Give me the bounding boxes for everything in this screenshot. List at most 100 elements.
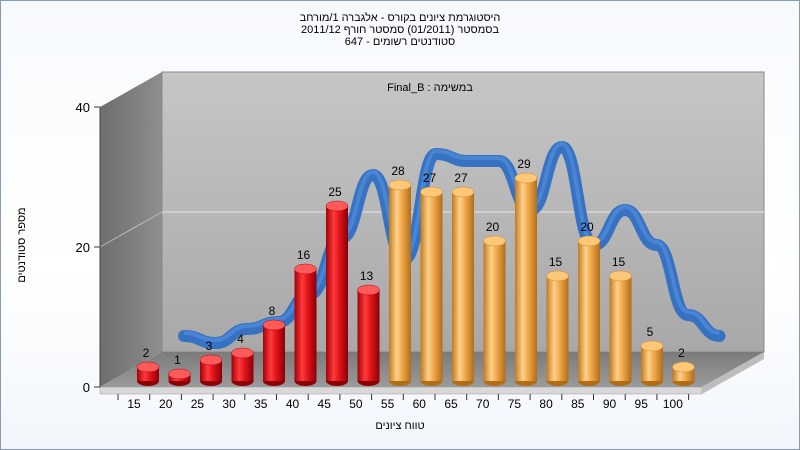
- x-axis: 15 20 25 30 35 40 45 50 55 60 65 70 75 80 85 90 95 100: [117, 394, 690, 411]
- bar-top: [262, 319, 286, 331]
- x-tick-label: 70: [476, 397, 490, 411]
- bar: [325, 200, 349, 386]
- x-tick-label: 20: [159, 397, 173, 411]
- bar-body: [483, 241, 506, 381]
- bar-top: [136, 361, 160, 373]
- x-tick-label: 30: [222, 397, 236, 411]
- x-tick-label: 55: [381, 397, 395, 411]
- bar: [609, 270, 632, 386]
- x-tick-label: 65: [444, 397, 458, 411]
- bar: [294, 263, 317, 386]
- bar: [672, 361, 695, 386]
- bar: [262, 319, 286, 386]
- bar-top: [609, 270, 632, 282]
- bar-top: [546, 270, 569, 282]
- x-tick-label: 50: [349, 397, 363, 411]
- bar-body: [515, 178, 537, 381]
- bar-body: [294, 269, 317, 381]
- data-label: 4: [237, 332, 244, 346]
- x-tick-label: 15: [127, 397, 141, 411]
- data-label: 29: [517, 157, 531, 171]
- x-tick-label: 90: [603, 397, 617, 411]
- bar: [640, 340, 664, 386]
- x-axis-label: טווח ציונים: [375, 420, 425, 432]
- floor-front-edge: [99, 386, 703, 395]
- trend-line-highlight: [183, 141, 720, 343]
- trend-ribbon: [178, 141, 726, 349]
- bar-top: [420, 186, 443, 198]
- x-tick-label: 95: [635, 397, 649, 411]
- bar: [199, 354, 223, 386]
- bar-top: [294, 263, 317, 275]
- data-label: 15: [612, 255, 626, 269]
- data-label: 27: [423, 171, 437, 185]
- data-label: 8: [269, 304, 276, 318]
- bar-body: [546, 276, 569, 381]
- data-label: 25: [328, 185, 342, 199]
- bar: [136, 361, 160, 386]
- x-tick-label: 85: [571, 397, 585, 411]
- floor-right-edge: [702, 352, 764, 394]
- x-tick-label: 80: [539, 397, 553, 411]
- bar-body: [641, 346, 663, 381]
- bar-top: [451, 186, 475, 198]
- y-tick-label: 40: [76, 100, 90, 115]
- bar-top: [514, 172, 538, 184]
- bar: [451, 186, 475, 386]
- bar-body: [357, 290, 380, 381]
- bar: [514, 172, 538, 386]
- y-tick-label: 20: [76, 240, 90, 255]
- bar: [483, 235, 506, 386]
- gridline-side: [99, 211, 163, 248]
- chart-title-line-3: 647 - סטודנטים רשומים: [344, 36, 456, 48]
- x-tick-label: 40: [286, 397, 300, 411]
- data-label: 1: [174, 353, 181, 367]
- bar-body: [420, 192, 443, 381]
- y-axis: 0 20 40: [76, 100, 101, 395]
- bar-body: [200, 360, 222, 381]
- bar: [420, 186, 443, 386]
- bar-top: [483, 235, 506, 247]
- bar-top: [231, 347, 254, 359]
- bar-top: [388, 179, 412, 191]
- bar: [168, 368, 191, 386]
- bar-top: [325, 200, 349, 212]
- bar-body: [578, 241, 600, 381]
- x-tick-label: 60: [413, 397, 427, 411]
- bar: [357, 284, 380, 386]
- chart-title-line-2: בסמסטר (01/2011) סמסטר חורף 2011/12: [300, 24, 500, 36]
- bar-top: [672, 361, 695, 373]
- y-tick-label: 0: [83, 380, 90, 395]
- data-label: 2: [143, 346, 150, 360]
- bar: [577, 235, 601, 386]
- bar-body: [263, 325, 285, 381]
- data-label: 28: [391, 164, 405, 178]
- data-label: 5: [647, 325, 654, 339]
- data-label: 20: [580, 220, 594, 234]
- data-label: 20: [486, 220, 500, 234]
- x-tick-label: 45: [318, 397, 332, 411]
- chart-subtitle: Final_B : במשימה: [387, 82, 473, 94]
- data-label: 15: [549, 255, 563, 269]
- y-axis-label: מספר סטודנטים: [16, 207, 28, 283]
- bar-top: [640, 340, 664, 352]
- x-tick-label: 25: [191, 397, 205, 411]
- bar: [546, 270, 569, 386]
- trend-line: [178, 141, 726, 349]
- x-tick-label: 75: [508, 397, 522, 411]
- chart-title-line-1: היסטוגרמת ציונים בקורס - אלגברה 1/מורחב: [299, 12, 501, 24]
- bars: [136, 172, 695, 386]
- bar-body: [326, 206, 348, 381]
- bar: [388, 179, 412, 386]
- bar-top: [199, 354, 223, 366]
- bar-top: [168, 368, 191, 380]
- data-label: 2: [678, 346, 685, 360]
- bar-body: [389, 185, 411, 381]
- data-label: 27: [454, 171, 468, 185]
- x-tick-label: 35: [254, 397, 268, 411]
- bar: [231, 347, 254, 386]
- data-label: 16: [297, 248, 311, 262]
- bar-body: [452, 192, 474, 381]
